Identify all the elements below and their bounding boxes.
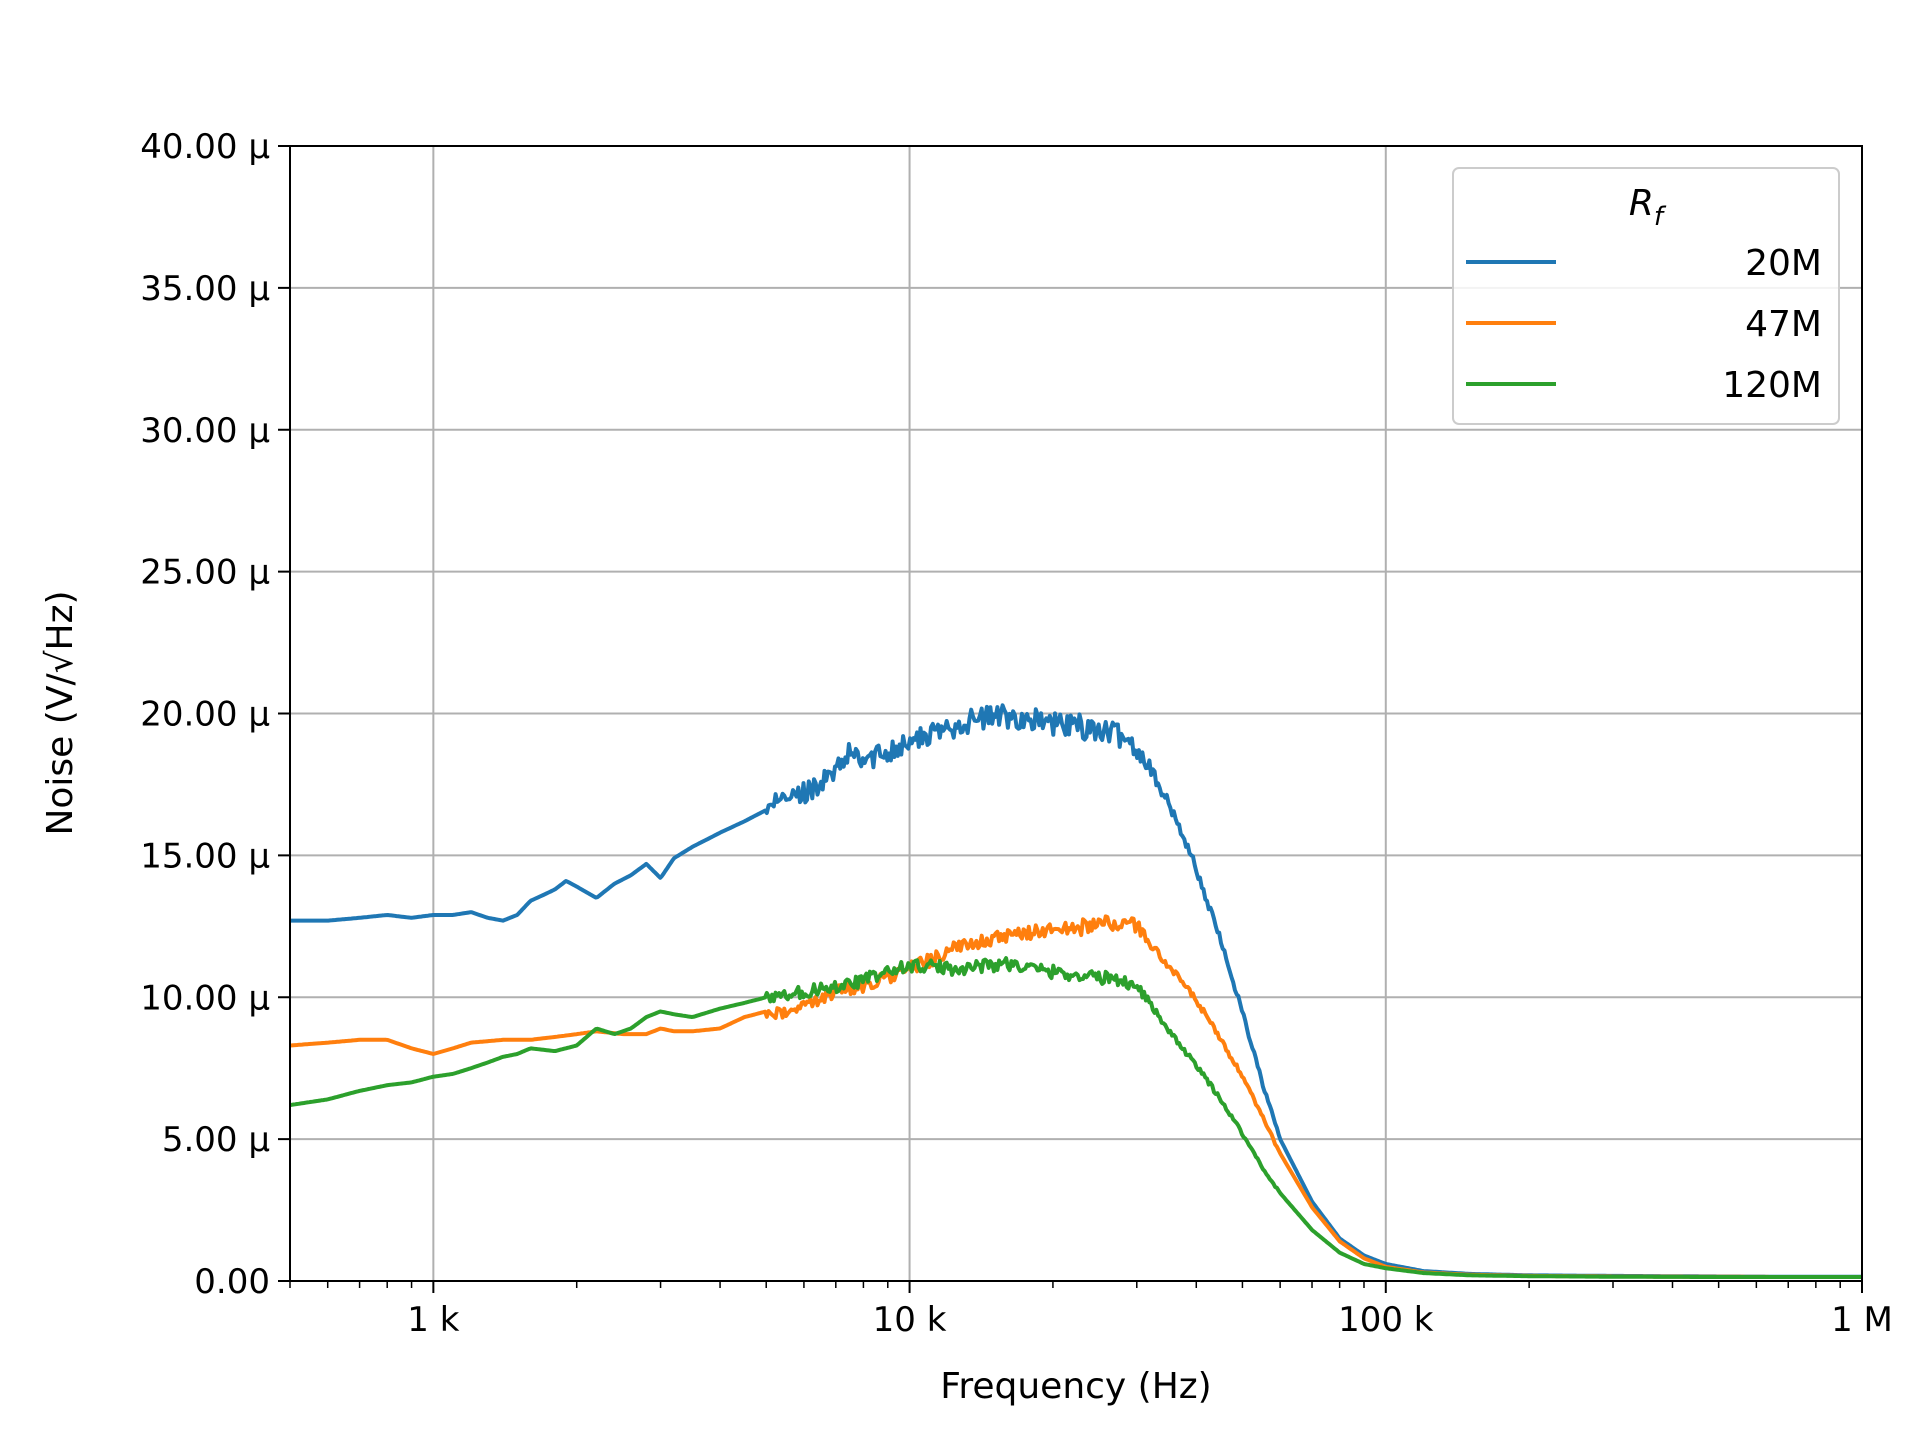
y-tick-label: 25.00 μ <box>140 553 270 593</box>
y-axis-label: Noise (V/√Hz) <box>40 590 81 835</box>
y-tick-label: 0.00 <box>194 1262 270 1302</box>
x-tick-label: 10 k <box>873 1300 947 1340</box>
x-axis-label: Frequency (Hz) <box>940 1366 1211 1407</box>
y-tick-label: 35.00 μ <box>140 269 270 309</box>
legend-label: 120M <box>1722 365 1822 406</box>
series-line-120M <box>289 956 1863 1279</box>
x-tick-label: 1 k <box>407 1300 459 1340</box>
y-tick-label: 10.00 μ <box>140 978 270 1018</box>
legend-label: 20M <box>1745 243 1822 284</box>
legend-label: 47M <box>1745 304 1822 345</box>
y-tick-label: 15.00 μ <box>140 836 270 876</box>
ticks: 0.00 5.00 μ 10.00 μ 15.00 μ 20.00 μ 25.00 μ 30… <box>140 127 1893 1340</box>
y-axis-label-text: Noise (V/√Hz) <box>40 590 81 835</box>
x-tick-label: 1 M <box>1831 1300 1893 1340</box>
legend-box <box>1452 167 1840 425</box>
y-tick-label: 40.00 μ <box>140 127 270 167</box>
y-tick-label: 20.00 μ <box>140 695 270 735</box>
y-tick-label: 5.00 μ <box>162 1120 270 1160</box>
x-tick-label: 100 k <box>1338 1300 1434 1340</box>
y-tick-label: 30.00 μ <box>140 411 270 451</box>
series-layer <box>289 703 1863 1279</box>
